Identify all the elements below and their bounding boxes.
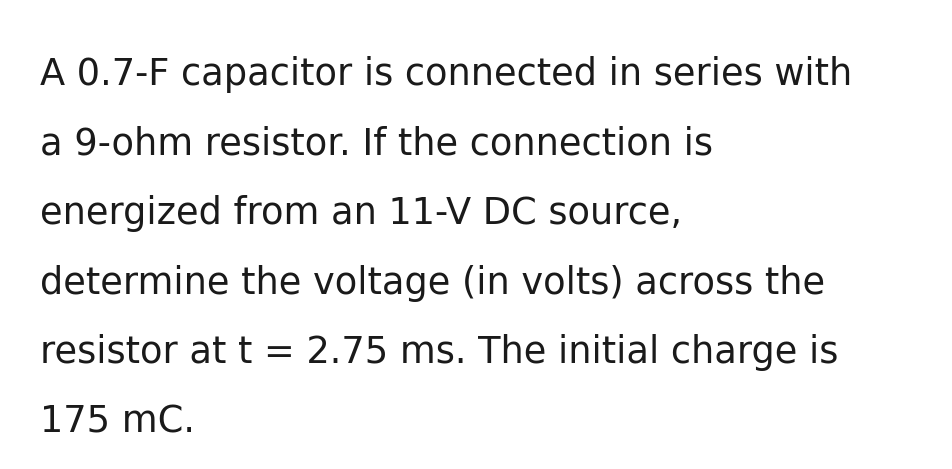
Text: resistor at t = 2.75 ms. The initial charge is: resistor at t = 2.75 ms. The initial cha…	[40, 334, 838, 371]
Text: a 9-ohm resistor. If the connection is: a 9-ohm resistor. If the connection is	[40, 126, 712, 163]
Text: energized from an 11-V DC source,: energized from an 11-V DC source,	[40, 195, 682, 232]
Text: 175 mC.: 175 mC.	[40, 403, 195, 440]
Text: A 0.7-F capacitor is connected in series with: A 0.7-F capacitor is connected in series…	[40, 56, 851, 93]
Text: determine the voltage (in volts) across the: determine the voltage (in volts) across …	[40, 265, 824, 302]
